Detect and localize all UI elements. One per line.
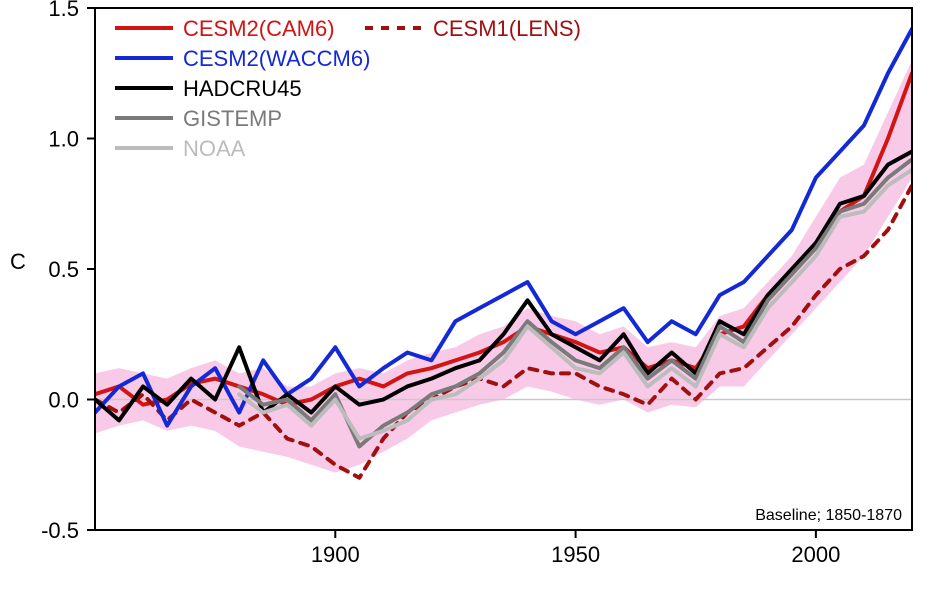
legend-label: GISTEMP xyxy=(183,106,282,131)
legend-label: NOAA xyxy=(183,136,246,161)
legend-label: CESM1(LENS) xyxy=(433,16,581,41)
baseline-note: Baseline; 1850-1870 xyxy=(755,507,902,524)
y-tick-label: -0.5 xyxy=(41,518,79,543)
y-tick-label: 0.5 xyxy=(48,257,79,282)
y-tick-label: 0.0 xyxy=(48,388,79,413)
legend-label: CESM2(WACCM6) xyxy=(183,46,370,71)
x-tick-label: 1950 xyxy=(551,542,600,567)
y-tick-label: 1.5 xyxy=(48,0,79,21)
x-tick-label: 1900 xyxy=(311,542,360,567)
chart-container: 1900 1950 2000 -0.5 0.0 0.5 1.0 1.5 C Baseline; 1… xyxy=(0,0,926,589)
y-axis-label: C xyxy=(10,249,26,274)
x-tick-label: 2000 xyxy=(791,542,840,567)
legend-label: HADCRU45 xyxy=(183,76,302,101)
y-tick-label: 1.0 xyxy=(48,127,79,152)
temperature-anomaly-chart: 1900 1950 2000 -0.5 0.0 0.5 1.0 1.5 C Baseline; 1… xyxy=(0,0,926,589)
legend-label: CESM2(CAM6) xyxy=(183,16,335,41)
